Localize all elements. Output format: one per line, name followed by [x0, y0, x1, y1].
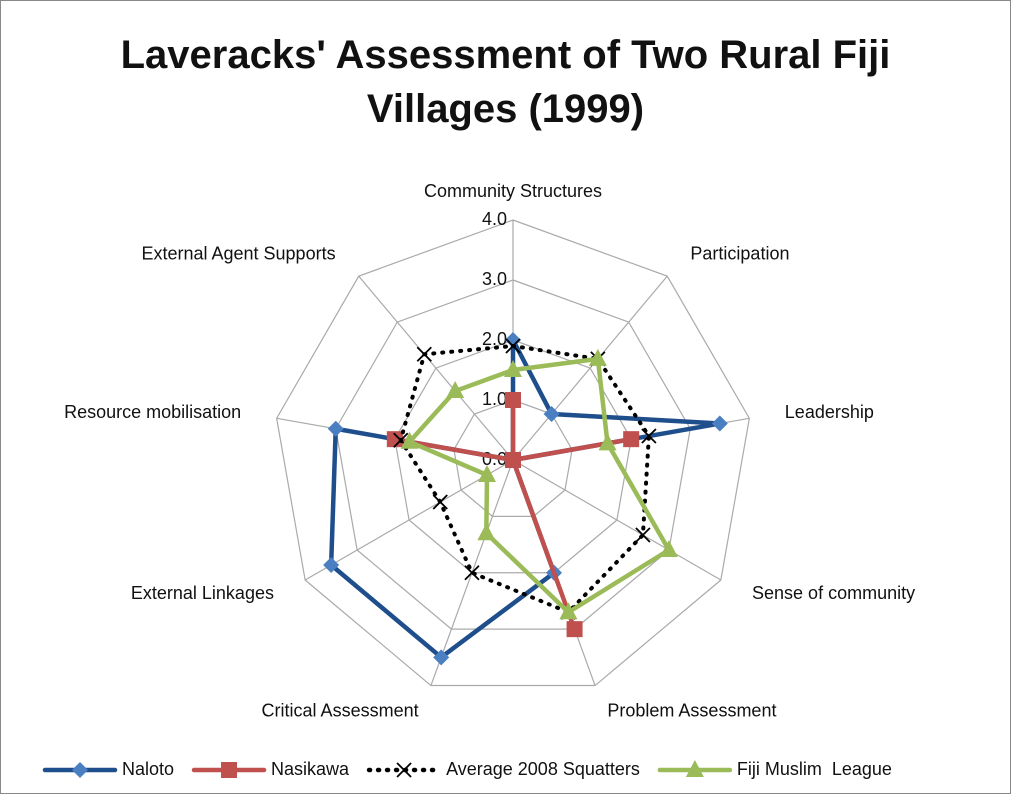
r-tick-label: 2.0 [482, 329, 507, 349]
marker [504, 360, 522, 377]
legend-label: Average 2008 Squatters [446, 759, 640, 779]
marker [505, 332, 521, 348]
axis-label: Leadership [785, 402, 874, 422]
grid-ring [335, 279, 691, 630]
marker [588, 348, 607, 366]
marker [433, 649, 450, 666]
grid-ring [394, 339, 632, 574]
marker [505, 452, 521, 468]
marker [477, 523, 496, 541]
r-tick-label: 3.0 [482, 269, 507, 289]
legend-label: Fiji Muslim League [737, 759, 892, 779]
legend-label: Nasikawa [271, 759, 350, 779]
spoke [512, 275, 668, 461]
marker [396, 762, 412, 778]
marker [505, 338, 521, 354]
grid-ring [453, 399, 573, 517]
axis-label: External Agent Supports [141, 243, 335, 263]
chart-title: Laveracks' Assessment of Two Rural Fiji … [120, 33, 891, 131]
marker [659, 540, 678, 557]
legend-label: Naloto [122, 759, 174, 779]
spoke [304, 459, 514, 581]
marker [505, 392, 521, 408]
axis-label: External Linkages [131, 583, 274, 603]
grid-ring [276, 219, 750, 687]
marker [559, 602, 578, 620]
marker [464, 565, 480, 581]
spoke [358, 275, 514, 461]
marker [543, 406, 560, 423]
marker [323, 557, 340, 573]
marker [685, 760, 704, 777]
marker [566, 621, 583, 638]
axis-label: Problem Assessment [607, 701, 776, 721]
marker [635, 527, 651, 543]
marker [416, 346, 432, 362]
spoke [512, 459, 722, 581]
series-line [398, 344, 651, 615]
axis-label: Participation [690, 243, 789, 263]
axis-label: Sense of community [752, 583, 915, 603]
marker [432, 494, 448, 510]
marker [327, 420, 344, 437]
marker [446, 381, 465, 399]
marker [623, 431, 640, 448]
marker [598, 433, 617, 451]
series-line [407, 356, 672, 615]
marker [478, 465, 497, 482]
axis-label: Resource mobilisation [64, 402, 241, 422]
r-tick-label: 4.0 [482, 209, 507, 229]
marker [72, 762, 88, 778]
marker [221, 762, 238, 778]
marker [641, 428, 657, 444]
marker [711, 415, 728, 432]
axis-label: Community Structures [424, 181, 602, 201]
axis-label: Critical Assessment [262, 701, 419, 721]
marker [400, 431, 419, 449]
r-tick-label: 1.0 [482, 389, 507, 409]
